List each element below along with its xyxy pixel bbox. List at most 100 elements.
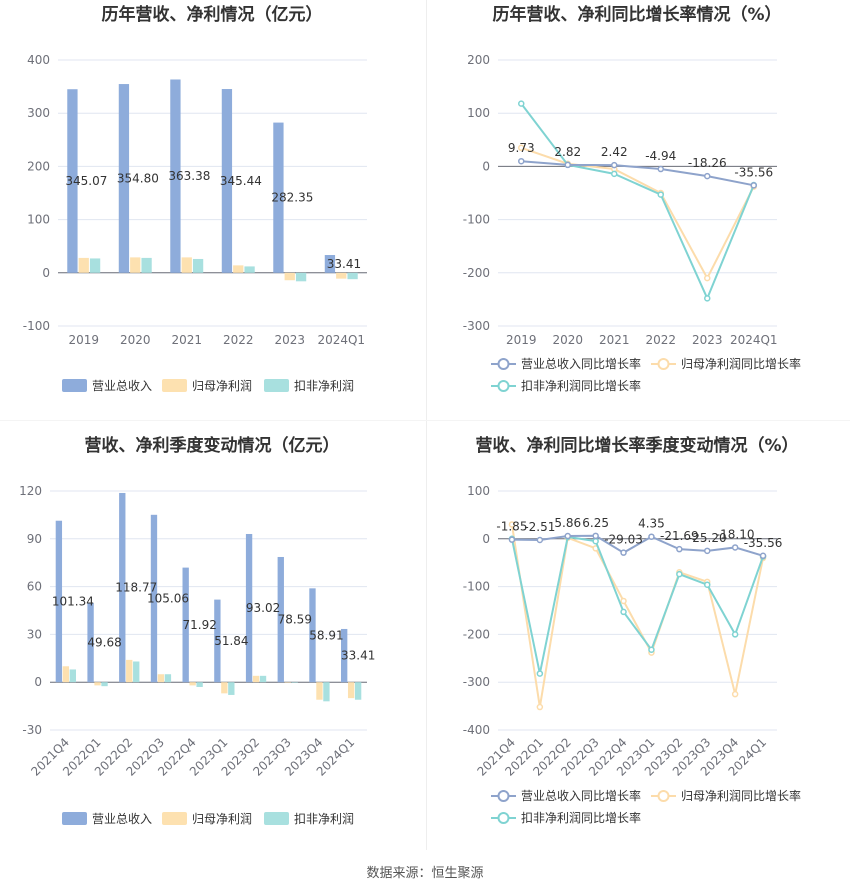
bar (157, 674, 165, 683)
x-tick-label: 2021 (171, 333, 202, 347)
bar (67, 89, 78, 273)
legend-marker (657, 358, 670, 370)
legend-label: 营业总收入 (92, 812, 152, 826)
bar (170, 79, 181, 273)
bar (323, 682, 330, 702)
y-tick-label: -30 (22, 723, 42, 737)
bar (336, 272, 347, 279)
bar (130, 257, 141, 273)
y-tick-label: -300 (463, 675, 490, 689)
bar (252, 675, 260, 683)
bar (118, 84, 130, 273)
legend-label: 营业总收入 (92, 379, 152, 393)
series-line (510, 524, 765, 708)
bar-data-label: 345.07 (65, 174, 107, 188)
y-tick-label: 0 (42, 266, 50, 280)
x-tick-label: 2021 (599, 333, 630, 347)
bar (126, 659, 133, 683)
bar (87, 603, 94, 683)
data-point (518, 144, 525, 152)
data-point (704, 274, 711, 282)
bar (164, 674, 172, 683)
annual-revenue-profit-chart: 历年营收、净利情况（亿元） -100 0 100 200 300 400 2019 2020 20… (23, 4, 367, 393)
bar (196, 682, 203, 687)
legend-swatch (162, 379, 187, 392)
series-line (521, 160, 754, 187)
line-data-label: 5.86 (554, 516, 581, 530)
legend-label: 归母净利润同比增长率 (681, 788, 801, 803)
bar-data-label: 354.80 (117, 171, 159, 185)
data-point (676, 570, 683, 578)
bar (347, 682, 355, 699)
bar (228, 682, 235, 695)
line-data-label: 2.42 (601, 145, 628, 159)
line-data-label: -29.03 (604, 533, 643, 547)
legend-label: 扣非净利润 (294, 379, 354, 393)
line-data-label: -35.56 (744, 536, 783, 550)
y-tick-label: -200 (463, 627, 490, 641)
legend-label: 归母净利润 (192, 812, 252, 826)
data-point (536, 670, 544, 677)
bar (309, 588, 316, 683)
data-point (536, 536, 544, 544)
y-tick-label: 0 (482, 532, 490, 546)
y-tick-label: 120 (19, 484, 42, 498)
chart-title: 营收、净利季度变动情况（亿元） (85, 435, 340, 456)
horizontal-divider (0, 420, 850, 421)
y-tick-label: 300 (27, 106, 50, 120)
data-point (759, 552, 767, 560)
bar-data-label: 101.34 (52, 594, 94, 608)
line-data-label: 4.35 (638, 517, 665, 531)
x-tick-label: 2020 (120, 333, 151, 347)
y-tick-label: 100 (467, 106, 490, 120)
y-tick-label: -300 (463, 319, 490, 333)
x-tick-label: 2023 (274, 333, 305, 347)
legend-marker (497, 358, 510, 370)
line-data-label: -4.94 (645, 149, 676, 163)
y-tick-label: 0 (34, 675, 42, 689)
line-data-label: -25.20 (688, 531, 727, 545)
legend-label: 营业总收入同比增长率 (521, 788, 641, 803)
legend-marker (497, 380, 510, 392)
bar (259, 675, 267, 683)
data-point (564, 161, 571, 169)
legend-swatch (62, 812, 87, 825)
y-tick-label: 100 (27, 213, 50, 227)
data-point (750, 182, 757, 189)
x-tick-label: 2022 (223, 333, 254, 347)
bar (189, 682, 196, 686)
legend-label: 营业总收入同比增长率 (521, 356, 641, 371)
x-tick-label: 2022 (645, 333, 676, 347)
y-tick-label: 200 (467, 53, 490, 67)
data-point (508, 536, 516, 543)
data-point (536, 703, 544, 711)
y-tick-label: 200 (27, 159, 50, 173)
bar (324, 255, 336, 273)
line-data-label: 2.82 (554, 145, 581, 159)
quarterly-growth-rate-chart: 营收、净利同比增长率季度变动情况（%）-400-300-200-10001002… (463, 435, 801, 825)
chart-title: 历年营收、净利同比增长率情况（%） (492, 4, 781, 25)
bar (150, 514, 158, 683)
legend-swatch (62, 379, 87, 392)
bar-data-label: 105.06 (147, 592, 189, 606)
y-tick-label: 60 (27, 580, 42, 594)
bar (133, 661, 140, 683)
x-tick-label: 2024Q1 (730, 333, 778, 347)
line-data-label: 6.25 (582, 516, 609, 530)
data-point (620, 597, 627, 605)
bar (295, 272, 307, 282)
series-line (520, 146, 755, 281)
bar-data-label: 33.41 (327, 257, 361, 271)
bar (277, 556, 284, 683)
bar (62, 666, 70, 683)
legend-swatch (264, 379, 289, 392)
bar (284, 272, 295, 281)
y-tick-label: 400 (27, 53, 50, 67)
y-tick-label: -200 (463, 266, 490, 280)
data-point (704, 295, 711, 302)
bar-data-label: 282.35 (271, 191, 313, 205)
data-point (676, 545, 683, 553)
bar (101, 682, 108, 687)
vertical-divider (426, 0, 427, 850)
legend-label: 扣非净利润同比增长率 (521, 378, 641, 393)
